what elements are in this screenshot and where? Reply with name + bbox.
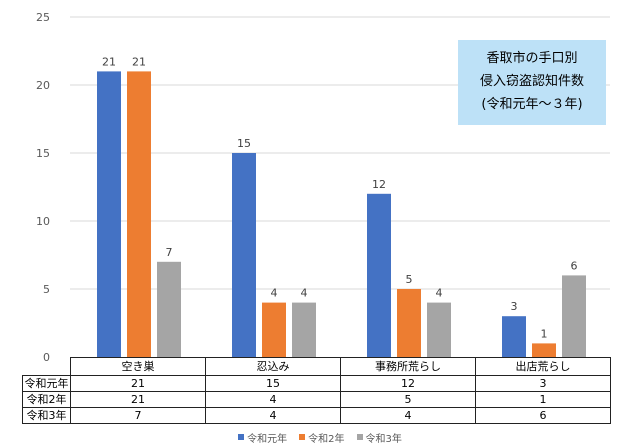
- legend-item: 令和2年: [299, 430, 345, 445]
- y-tick-label: 15: [36, 147, 50, 160]
- data-table-cell: 3: [475, 375, 611, 392]
- data-table-row: 令和2年 21 4 5 1: [22, 391, 611, 408]
- chart-title-line-1: 香取市の手口別: [486, 51, 578, 66]
- y-tick-label: 25: [36, 11, 50, 24]
- data-label: 5: [406, 273, 413, 286]
- data-label: 4: [436, 287, 443, 300]
- legend-label: 令和2年: [308, 433, 345, 445]
- legend-label: 令和3年: [365, 433, 402, 445]
- series-row-header: 令和3年: [22, 407, 71, 424]
- bar: [97, 71, 121, 358]
- bar: [397, 289, 421, 357]
- data-table-cell: 21: [70, 375, 206, 392]
- data-table-corner: [22, 357, 71, 376]
- legend-item: 令和元年: [238, 430, 287, 445]
- series-row-header: 令和2年: [22, 391, 71, 408]
- y-tick-label: 5: [43, 283, 50, 296]
- chart-title-box: 香取市の手口別 侵入窃盗認知件数 (令和元年～３年): [458, 40, 606, 125]
- legend: 令和元年 令和2年 令和3年: [0, 430, 640, 445]
- data-table-row: 令和3年 7 4 4 6: [22, 407, 611, 424]
- data-label: 4: [271, 287, 278, 300]
- bar: [232, 153, 256, 357]
- data-table-cell: 5: [340, 391, 476, 408]
- bar: [502, 316, 526, 357]
- legend-swatch: [356, 434, 363, 440]
- category-label: 事務所荒らし: [340, 357, 476, 376]
- category-label: 忍込み: [205, 357, 341, 376]
- legend-swatch: [238, 434, 245, 440]
- bar: [157, 261, 181, 357]
- data-table-cell: 15: [205, 375, 341, 392]
- bar: [262, 302, 286, 357]
- data-label: 12: [372, 178, 386, 191]
- chart-title-line-3: (令和元年～３年): [481, 97, 583, 112]
- data-table: 空き巣 忍込み 事務所荒らし 出店荒らし 令和元年 21 15 12 3 令和2…: [22, 357, 611, 424]
- data-label: 1: [541, 327, 548, 340]
- data-table-cell: 6: [475, 407, 611, 424]
- data-table-cell: 4: [340, 407, 476, 424]
- data-table-cell: 21: [70, 391, 206, 408]
- category-label: 出店荒らし: [475, 357, 611, 376]
- legend-swatch: [299, 434, 306, 440]
- series-row-header: 令和元年: [22, 375, 71, 392]
- bar: [367, 193, 391, 357]
- legend-item: 令和3年: [356, 430, 402, 445]
- data-label: 21: [132, 55, 146, 68]
- legend-label: 令和元年: [247, 433, 288, 445]
- data-label: 6: [571, 259, 578, 272]
- data-table-cell: 1: [475, 391, 611, 408]
- y-tick-label: 10: [36, 215, 50, 228]
- bar: [292, 302, 316, 357]
- data-table-cell: 12: [340, 375, 476, 392]
- chart-title-line-2: 侵入窃盗認知件数: [479, 74, 584, 89]
- data-table-cell: 7: [70, 407, 206, 424]
- data-label: 7: [166, 246, 173, 259]
- category-label: 空き巣: [70, 357, 206, 376]
- data-table-cell: 4: [205, 391, 341, 408]
- bar: [562, 275, 586, 357]
- y-tick-label: 20: [36, 79, 50, 92]
- data-table-row: 令和元年 21 15 12 3: [22, 375, 611, 392]
- bar: [127, 71, 151, 358]
- data-label: 4: [301, 287, 308, 300]
- data-label: 3: [511, 300, 518, 313]
- bar: [427, 302, 451, 357]
- data-table-cell: 4: [205, 407, 341, 424]
- data-label: 21: [102, 55, 116, 68]
- data-labels: 21 15 12 3 21 4 5 1 7 4 4 6: [102, 55, 578, 340]
- data-table-header-row: 空き巣 忍込み 事務所荒らし 出店荒らし: [22, 357, 611, 376]
- bars: [97, 71, 586, 358]
- bar: [532, 343, 556, 357]
- data-label: 15: [237, 137, 251, 150]
